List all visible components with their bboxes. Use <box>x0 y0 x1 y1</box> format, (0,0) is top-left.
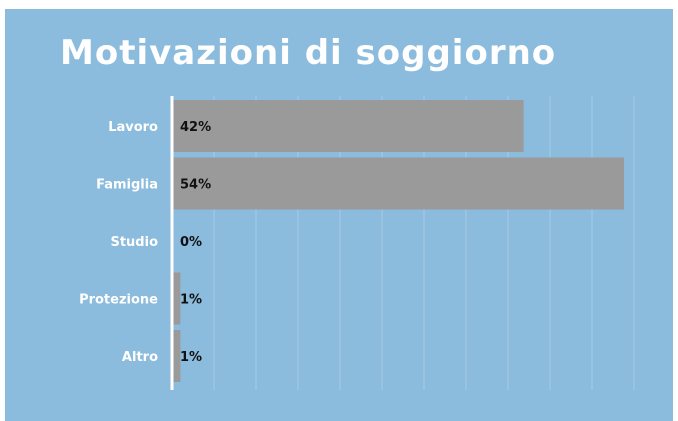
bar-altro <box>172 330 181 382</box>
bar-lavoro <box>172 100 524 152</box>
bar-protezione <box>172 272 181 325</box>
value-label-protezione: 1% <box>180 293 202 308</box>
category-label-altro: Altro <box>122 350 158 365</box>
bar-famiglia <box>172 157 624 210</box>
chart-panel <box>5 9 673 421</box>
value-label-famiglia: 54% <box>180 178 211 193</box>
value-label-studio: 0% <box>180 235 202 250</box>
value-label-altro: 1% <box>180 350 202 365</box>
category-label-studio: Studio <box>110 235 158 250</box>
category-label-protezione: Protezione <box>79 293 158 308</box>
value-label-lavoro: 42% <box>180 120 211 135</box>
category-label-famiglia: Famiglia <box>96 178 158 193</box>
chart-title: Motivazioni di soggiorno <box>60 33 557 73</box>
category-label-lavoro: Lavoro <box>108 120 158 135</box>
